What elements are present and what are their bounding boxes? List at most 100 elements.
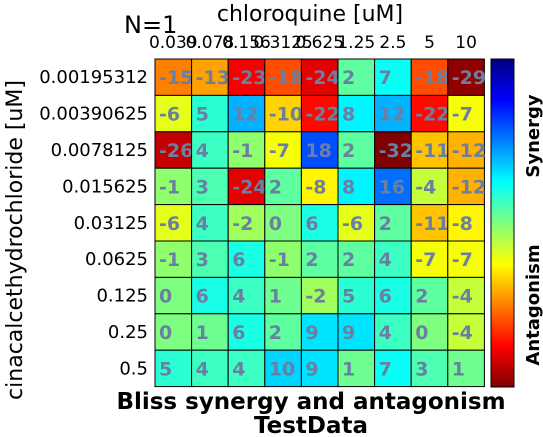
cell-value-label: -6: [159, 213, 180, 235]
cell-value-label: 5: [159, 358, 172, 380]
x-tick-label: 10: [455, 33, 477, 53]
heatmap-cell: [264, 131, 302, 169]
cell-value-label: -8: [452, 213, 473, 235]
cell-value-label: -12: [452, 176, 486, 198]
cell-value-label: 4: [196, 358, 209, 380]
heatmap-cell: [447, 204, 485, 242]
heatmap-cell: [191, 58, 229, 96]
heatmap-cell: [154, 240, 193, 278]
y-tick-label: 0.0078125: [51, 140, 148, 161]
heatmap-cell: [410, 349, 449, 388]
heatmap-cell: [191, 167, 229, 206]
y-tick-label: 0.03125: [74, 213, 148, 234]
cell-value-label: 0: [159, 286, 172, 308]
y-tick-label: 0.00390625: [39, 104, 148, 125]
heatmap-cell: [337, 276, 376, 315]
heatmap-cell: [191, 313, 229, 351]
cell-value-label: -1: [269, 249, 290, 271]
cell-value-label: 2: [342, 249, 355, 271]
heatmap-cell: [264, 167, 302, 206]
cell-value-label: -18: [415, 67, 449, 89]
heatmap-cell: [337, 240, 376, 278]
cell-value-label: 4: [379, 249, 392, 271]
cell-value-label: 6: [379, 286, 392, 308]
cell-value-label: 5: [196, 104, 209, 126]
cell-value-label: 2: [342, 67, 355, 89]
y-tick-labels: 0.00195312 0.00390625 0.0078125 0.015625 0.0…: [39, 67, 148, 379]
x-tick-label: 0.156: [222, 33, 271, 53]
cell-value-label: -7: [415, 249, 436, 271]
cell-value-label: -1: [232, 140, 253, 162]
cell-value-label: -26: [159, 140, 193, 162]
x-tick-label: 2.5: [379, 33, 406, 53]
cell-value-label: -8: [305, 176, 326, 198]
y-axis-label: cinacalcethydrochloride [uM]: [3, 80, 28, 400]
heatmap-cell: [227, 240, 266, 278]
cell-value-label: 0: [159, 322, 172, 344]
cell-value-label: 1: [269, 286, 282, 308]
cell-value-label: 8: [342, 104, 355, 126]
x-tick-label: 1.25: [337, 33, 375, 53]
cell-value-label: -22: [415, 104, 449, 126]
cell-value-label: 9: [342, 322, 355, 344]
cell-value-label: 10: [269, 358, 295, 380]
cell-value-label: -6: [342, 213, 363, 235]
cell-value-label: 12: [232, 104, 258, 126]
cell-value-label: 2: [269, 322, 282, 344]
cell-value-label: 3: [415, 358, 428, 380]
cell-value-label: 2: [342, 140, 355, 162]
chart-title: Bliss synergy and antagonism: [116, 389, 505, 415]
heatmap-cell: [374, 276, 412, 315]
heatmap-cell: [300, 204, 339, 242]
heatmap-cell: [447, 240, 485, 278]
colorbar: [490, 58, 515, 388]
heatmap-cell: [264, 94, 302, 133]
n-label: N=1: [124, 11, 177, 39]
heatmap-cell: [374, 313, 412, 351]
cell-value-label: 16: [379, 176, 405, 198]
heatmap-cell: [300, 313, 339, 351]
x-axis-label: chloroquine [uM]: [217, 2, 403, 27]
heatmap-cell: [300, 58, 339, 96]
cell-value-label: 7: [379, 358, 392, 380]
heatmap-cell: [300, 276, 339, 315]
cell-value-label: -1: [159, 249, 180, 271]
cell-value-label: -18: [269, 67, 303, 89]
cell-value-label: 1: [196, 322, 209, 344]
cell-value-label: 6: [232, 249, 245, 271]
heatmap-cell: [264, 58, 302, 96]
cell-value-label: 1: [452, 358, 465, 380]
cell-value-label: 4: [232, 286, 245, 308]
heatmap-cell: [300, 349, 339, 388]
cell-value-label: -22: [305, 104, 339, 126]
heatmap-cell: [447, 94, 485, 133]
heatmap-cell: [154, 276, 193, 315]
heatmap-cell: [447, 349, 485, 388]
colorbar-bottom-label: Antagonism: [523, 244, 543, 365]
cell-value-label: 18: [305, 140, 331, 162]
x-tick-label: 0.039: [149, 33, 198, 53]
heatmap-cell: [447, 131, 485, 169]
cell-value-label: -23: [232, 67, 266, 89]
cell-value-label: 2: [305, 249, 318, 271]
cell-value-label: -29: [452, 67, 486, 89]
cell-value-label: -12: [452, 140, 486, 162]
x-tick-label: 0.3125: [253, 33, 312, 53]
cell-value-label: -7: [269, 140, 290, 162]
heatmap-cell: [227, 313, 266, 351]
cell-value-label: -10: [269, 104, 303, 126]
heatmap-cell: [191, 131, 229, 169]
heatmap-cell: [264, 349, 302, 388]
heatmap-cell: [191, 204, 229, 242]
cell-value-label: -2: [305, 286, 326, 308]
heatmap-cell: [264, 204, 302, 242]
heatmap-cell: [337, 313, 376, 351]
cell-value-label: -13: [196, 67, 230, 89]
cell-value-label: -11: [415, 213, 449, 235]
cell-value-label: -4: [452, 322, 473, 344]
cell-value-label: -32: [379, 140, 413, 162]
cell-value-label: 12: [379, 104, 405, 126]
heatmap-cell: [227, 94, 266, 133]
